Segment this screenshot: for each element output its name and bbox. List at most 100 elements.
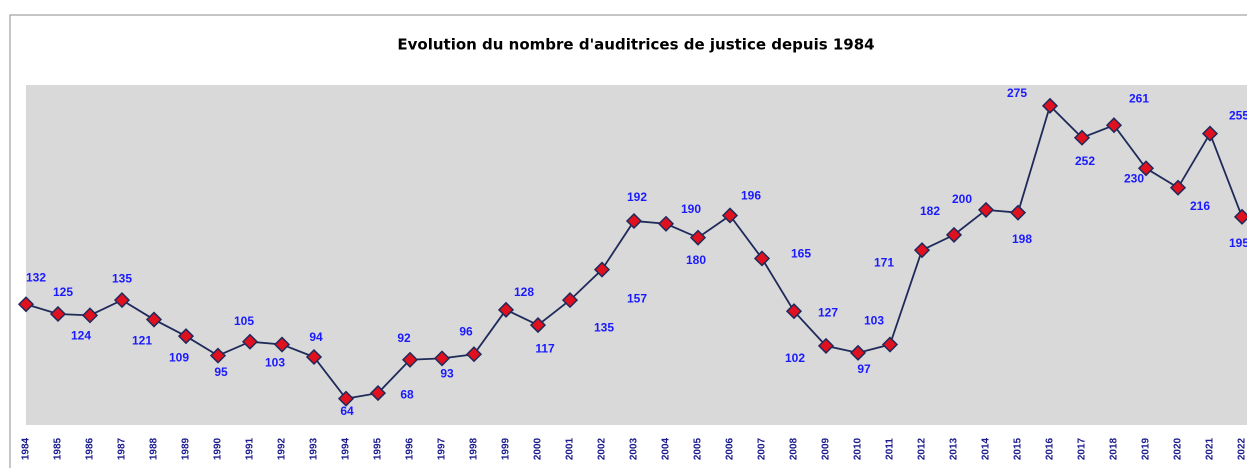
- x-tick-label: 2019: [1141, 437, 1152, 460]
- x-tick-label: 2005: [693, 437, 704, 460]
- point-marker: [817, 337, 835, 354]
- data-label: 128: [514, 285, 534, 299]
- point-marker: [337, 390, 355, 407]
- point-marker: [945, 226, 963, 243]
- point-marker: [401, 351, 419, 368]
- point-marker: [1041, 97, 1059, 114]
- point-marker: [593, 261, 611, 278]
- x-tick-label: 1992: [277, 437, 288, 460]
- data-label: 200: [952, 192, 972, 206]
- x-tick-label: 2008: [789, 437, 800, 460]
- data-label: 103: [265, 356, 285, 370]
- data-label: 105: [234, 314, 254, 328]
- x-tick-label: 2014: [981, 437, 992, 460]
- point-marker: [209, 347, 227, 364]
- point-marker: [849, 344, 867, 361]
- point-marker: [785, 303, 803, 320]
- x-tick-label: 1989: [181, 437, 192, 460]
- x-tick-label: 2012: [917, 437, 928, 460]
- data-label: 121: [132, 334, 152, 348]
- x-tick-label: 2001: [565, 437, 576, 460]
- data-label: 64: [340, 404, 354, 418]
- x-tick-label: 1986: [85, 437, 96, 460]
- x-tick-label: 1997: [437, 437, 448, 460]
- x-tick-label: 1987: [117, 437, 128, 460]
- point-marker: [17, 296, 35, 313]
- point-marker: [273, 336, 291, 353]
- point-marker: [1169, 179, 1187, 196]
- data-label: 97: [857, 362, 871, 376]
- point-marker: [721, 207, 739, 224]
- x-tick-label: 2007: [757, 437, 768, 460]
- x-tick-label: 1985: [53, 437, 64, 460]
- data-label: 124: [71, 329, 91, 343]
- data-label: 216: [1190, 199, 1210, 213]
- point-marker: [177, 328, 195, 345]
- chart-title: Evolution du nombre d'auditrices de just…: [397, 36, 874, 54]
- data-label: 252: [1075, 154, 1095, 168]
- x-tick-label: 1995: [373, 437, 384, 460]
- x-tick-label: 2015: [1013, 437, 1024, 460]
- x-tick-label: 2013: [949, 437, 960, 460]
- data-label: 68: [400, 387, 414, 401]
- point-marker: [241, 333, 259, 350]
- data-label: 93: [440, 367, 454, 381]
- x-tick-label: 1998: [469, 437, 480, 460]
- data-label: 275: [1007, 86, 1027, 100]
- point-marker: [881, 336, 899, 353]
- data-label: 117: [535, 341, 555, 355]
- data-label: 94: [309, 330, 323, 344]
- x-tick-label: 1988: [149, 437, 160, 460]
- x-tick-label: 2010: [853, 437, 864, 460]
- x-tick-label: 2011: [885, 438, 896, 460]
- data-label: 135: [594, 320, 614, 334]
- point-marker: [753, 250, 771, 267]
- data-label: 95: [214, 365, 228, 379]
- x-tick-label: 2022: [1237, 437, 1247, 460]
- point-marker: [49, 305, 67, 323]
- x-tick-label: 2006: [725, 437, 736, 460]
- point-marker: [1201, 125, 1219, 142]
- data-label: 171: [874, 255, 894, 269]
- data-label: 132: [26, 270, 46, 284]
- data-label: 255: [1229, 109, 1247, 123]
- point-marker: [433, 350, 451, 367]
- x-tick-label: 2020: [1173, 437, 1184, 460]
- point-marker: [1009, 204, 1027, 221]
- point-marker: [625, 212, 643, 230]
- data-label: 92: [397, 331, 411, 345]
- data-label: 125: [53, 285, 73, 299]
- x-tick-label: 1991: [245, 437, 256, 460]
- point-marker: [561, 292, 579, 309]
- x-tick-label: 2002: [597, 437, 608, 460]
- x-tick-label: 2003: [629, 437, 640, 460]
- x-tick-label: 2000: [533, 437, 544, 460]
- data-label: 157: [627, 292, 647, 306]
- data-label: 198: [1012, 232, 1032, 246]
- point-marker: [1105, 117, 1123, 134]
- point-marker: [305, 348, 323, 366]
- point-marker: [81, 307, 99, 324]
- data-label: 182: [920, 204, 940, 218]
- point-marker: [689, 229, 707, 246]
- data-label: 103: [864, 314, 884, 328]
- point-marker: [465, 346, 483, 363]
- point-marker: [497, 301, 515, 318]
- x-tick-label: 1984: [21, 437, 32, 460]
- point-marker: [1073, 129, 1091, 146]
- data-label: 180: [686, 253, 706, 267]
- data-label: 261: [1129, 91, 1149, 105]
- point-marker: [657, 215, 675, 232]
- point-marker: [913, 242, 931, 259]
- point-marker: [977, 201, 995, 218]
- point-marker: [1137, 160, 1155, 177]
- point-marker: [145, 311, 163, 328]
- x-tick-label: 2021: [1205, 437, 1216, 460]
- data-label: 135: [112, 271, 132, 285]
- x-tick-label: 2009: [821, 437, 832, 460]
- data-label: 230: [1124, 171, 1144, 185]
- data-label: 192: [627, 190, 647, 204]
- x-tick-label: 1999: [501, 437, 512, 460]
- x-tick-label: 1993: [309, 437, 320, 460]
